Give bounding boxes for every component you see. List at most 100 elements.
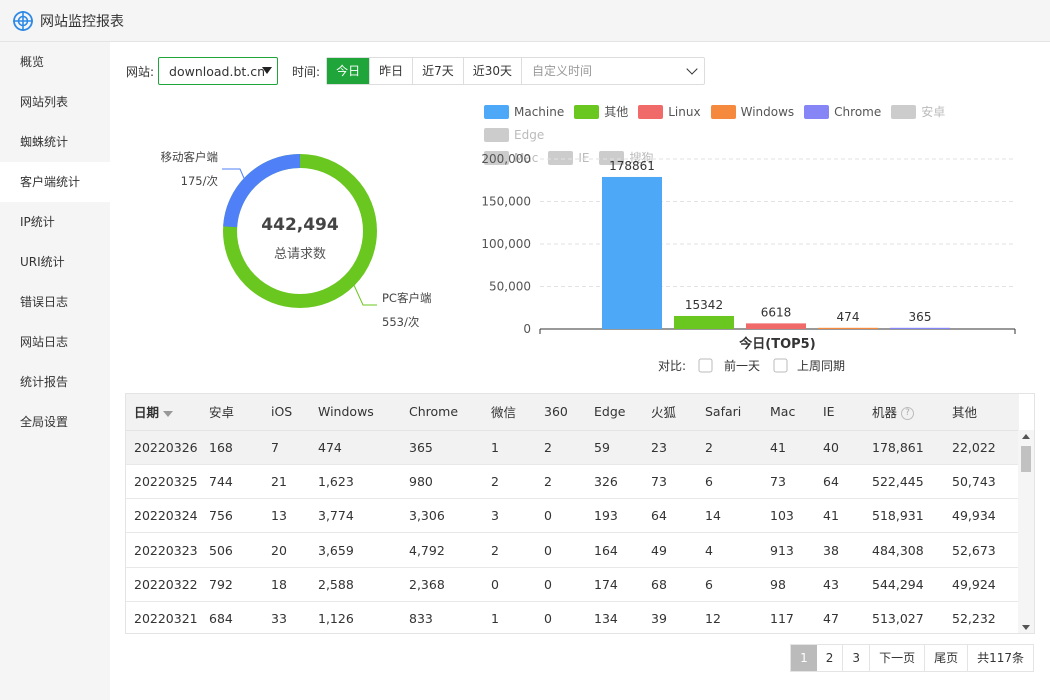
table-cell: 21	[263, 464, 310, 500]
table-cell: 2	[483, 464, 536, 500]
time-range-button[interactable]: 昨日	[370, 58, 414, 84]
page-button[interactable]: 2	[817, 645, 844, 671]
y-tick-label: 50,000	[489, 280, 531, 294]
table-cell: 522,445	[864, 464, 944, 500]
table-cell: 4	[697, 532, 762, 568]
scroll-down-icon[interactable]	[1022, 625, 1030, 630]
table-row[interactable]: 20220325 744 21 1,623 980 2 2 326 73 6 73 64 522,445…	[126, 464, 1019, 500]
page-button[interactable]: 3	[843, 645, 871, 671]
compare-checkbox[interactable]	[773, 358, 788, 373]
table-cell: 2,588	[310, 567, 401, 602]
table-scrollbar[interactable]	[1018, 430, 1034, 633]
sidebar-item[interactable]: 网站列表	[20, 95, 69, 109]
table-cell: 164	[586, 532, 643, 568]
legend-item[interactable]: Chrome	[804, 100, 881, 123]
table-cell: 38	[815, 532, 864, 568]
table-cell: 23	[643, 430, 697, 465]
sidebar-item[interactable]: URI统计	[20, 255, 65, 269]
table-row[interactable]: 20220323 506 20 3,659 4,792 2 0 164 49 4 913 38 484,…	[126, 532, 1019, 568]
table-cell: 474	[310, 430, 401, 465]
table-row[interactable]: 20220322 792 18 2,588 2,368 0 0 174 68 6 98 43 544,2…	[126, 567, 1019, 602]
legend-item[interactable]: IE	[548, 146, 589, 169]
column-header-label: Windows	[318, 404, 374, 420]
table-cell: 744	[201, 464, 263, 500]
legend-label: Chrome	[834, 104, 882, 119]
compare-checkbox[interactable]	[698, 358, 713, 373]
legend-item[interactable]: Machine	[484, 100, 564, 123]
mobile-value: 175/次	[181, 174, 219, 188]
page-button[interactable]: 1	[791, 645, 817, 671]
bar-其他[interactable]	[674, 315, 734, 329]
column-header-label: 机器	[872, 405, 898, 421]
sidebar-item[interactable]: 统计报告	[20, 375, 69, 389]
table-cell: 178,861	[864, 430, 944, 465]
sidebar-item[interactable]: 错误日志	[20, 295, 69, 309]
chart-title: 今日(TOP5)	[738, 336, 815, 352]
column-header: iOS	[263, 394, 310, 431]
sidebar-item[interactable]: IP统计	[20, 215, 55, 229]
table-cell: 6	[697, 464, 762, 500]
table-cell: 59	[586, 430, 643, 465]
sidebar-item[interactable]: 网站日志	[20, 335, 69, 349]
legend-swatch	[638, 104, 664, 119]
sidebar-item[interactable]: 蜘蛛统计	[20, 135, 69, 149]
table-row[interactable]: 20220324 756 13 3,774 3,306 3 0 193 64 14 103 41 518…	[126, 498, 1019, 534]
legend-swatch	[804, 104, 830, 119]
table-cell: 0	[536, 498, 586, 534]
table-cell: 0	[536, 567, 586, 602]
legend-label: Mac	[514, 150, 539, 165]
bar-Machine[interactable]	[602, 176, 662, 329]
scroll-thumb[interactable]	[1021, 446, 1031, 472]
mobile-client-arc[interactable]	[223, 154, 377, 308]
next-page-button[interactable]: 下一页	[870, 645, 926, 671]
bar-Linux[interactable]	[746, 323, 806, 329]
legend-item[interactable]: Edge	[484, 123, 544, 146]
column-header-label: 其他	[952, 405, 978, 421]
scroll-up-icon[interactable]	[1022, 434, 1030, 439]
column-header-label: IE	[823, 404, 835, 420]
bar-data-label: 365	[909, 310, 932, 324]
bar-Windows[interactable]	[818, 327, 878, 329]
help-icon[interactable]: ?	[901, 407, 915, 421]
legend-swatch	[891, 104, 917, 119]
custom-time-picker[interactable]: 自定义时间	[522, 58, 704, 84]
compare-option-label: 上周同期	[797, 359, 845, 373]
legend-item[interactable]: 其他	[574, 100, 628, 123]
table-cell: 2	[536, 464, 586, 500]
table-cell: 20220325	[126, 464, 201, 500]
legend-label: Windows	[740, 104, 795, 119]
bar-data-label: 178861	[609, 159, 655, 173]
legend-item[interactable]: 安卓	[891, 100, 945, 123]
time-range-button[interactable]: 今日	[327, 58, 371, 84]
y-tick-label: 150,000	[481, 195, 531, 209]
mobile-label: 移动客户端	[161, 150, 219, 164]
bar-Chrome[interactable]	[890, 327, 950, 329]
table-cell: 20220322	[126, 567, 201, 602]
sidebar-item[interactable]: 客户端统计	[0, 162, 110, 202]
site-select[interactable]: download.bt.cn	[158, 57, 279, 85]
table-cell: 64	[643, 498, 697, 534]
legend-item[interactable]: Linux	[638, 100, 701, 123]
bar-data-label: 6618	[761, 305, 792, 319]
legend-item[interactable]: 搜狗	[599, 146, 653, 169]
table-cell: 40	[815, 430, 864, 465]
time-range-button[interactable]: 近30天	[464, 58, 523, 84]
table-cell: 7	[263, 430, 310, 465]
time-range-button[interactable]: 近7天	[413, 58, 464, 84]
table-row[interactable]: 20220326 168 7 474 365 1 2 59 23 2 41 40 178,861 22,0…	[126, 430, 1019, 465]
table-row[interactable]: 20220321 684 33 1,126 833 1 0 134 39 12 117 47 513,0…	[126, 601, 1019, 633]
table-cell: 14	[697, 498, 762, 534]
table-cell: 833	[401, 601, 483, 633]
table-cell: 12	[697, 601, 762, 633]
legend-item[interactable]: Windows	[710, 100, 795, 123]
sidebar-item[interactable]: 概览	[20, 55, 45, 69]
y-tick-label: 200,000	[481, 152, 531, 166]
client-donut-chart: 442,494 总请求数 移动客户端 175/次 PC客户端 553/次	[161, 150, 432, 329]
legend-item[interactable]: Mac	[484, 146, 538, 169]
sort-desc-icon[interactable]	[163, 410, 174, 417]
table-cell: 73	[762, 464, 815, 500]
last-page-button[interactable]: 尾页	[925, 645, 969, 671]
column-header[interactable]: 日期	[126, 394, 201, 431]
column-header-label: 日期	[134, 405, 160, 421]
sidebar-item[interactable]: 全局设置	[20, 415, 69, 429]
